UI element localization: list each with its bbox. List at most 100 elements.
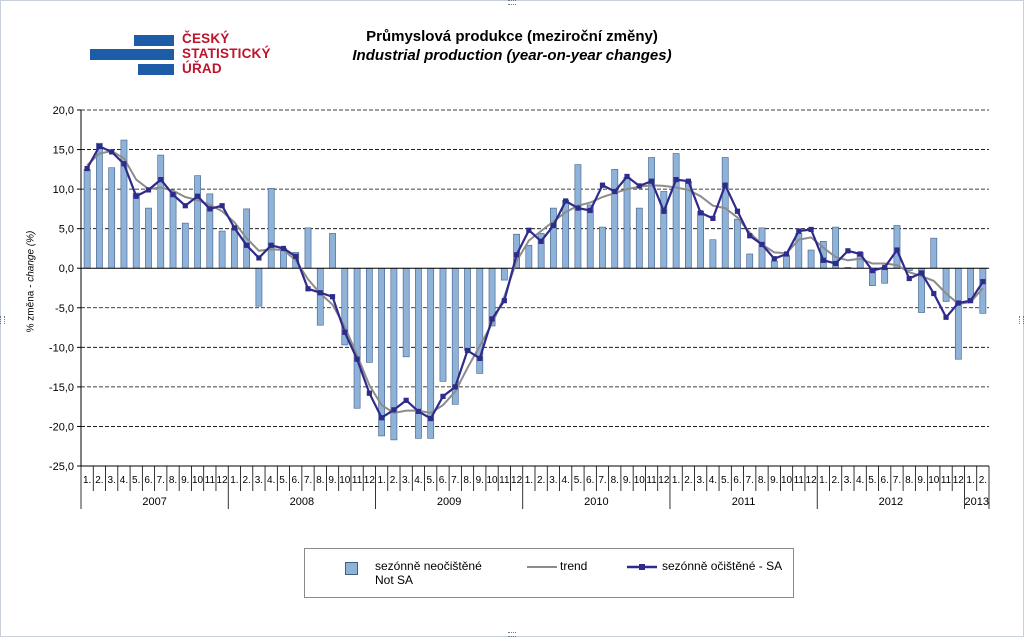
csu-logo: ČESKÝ STATISTICKÝ ÚŘAD xyxy=(90,30,280,80)
sa-point xyxy=(513,252,520,258)
month-label: 4. xyxy=(414,475,422,486)
bar xyxy=(635,207,643,269)
month-label: 5. xyxy=(574,475,582,486)
month-label: 6. xyxy=(439,475,447,486)
bar xyxy=(132,192,140,269)
month-label: 8. xyxy=(463,475,471,486)
bar xyxy=(218,230,226,269)
resize-handle-left[interactable] xyxy=(0,316,5,324)
bar xyxy=(574,164,582,269)
x-category-axis: 1. 2. 3. 4. 5. 6. 7. 8. 9. 10 11 12 1. 2. 3. 4. 5. 6. 7. 8.… xyxy=(80,465,990,509)
month-label: 11 xyxy=(646,475,657,486)
month-label: 9. xyxy=(181,475,189,486)
sa-point xyxy=(575,205,581,211)
month-label: 8. xyxy=(169,475,177,486)
month-label: 5. xyxy=(427,475,435,486)
bar xyxy=(255,267,263,307)
year-label: 2007 xyxy=(142,496,166,508)
month-label: 11 xyxy=(794,475,805,486)
sa-point xyxy=(342,329,348,335)
year-label: 2010 xyxy=(584,496,608,508)
bar xyxy=(304,227,312,269)
month-label: 2. xyxy=(831,475,839,486)
month-label: 2. xyxy=(390,475,398,486)
sa-point xyxy=(170,192,176,198)
bar xyxy=(329,233,336,269)
bar xyxy=(402,267,410,358)
month-label: 6. xyxy=(881,475,889,486)
bar xyxy=(169,191,177,269)
month-label: 4. xyxy=(267,475,275,486)
month-label: 1. xyxy=(966,475,974,486)
bar xyxy=(930,237,938,269)
month-label: 8. xyxy=(316,475,324,486)
sa-point xyxy=(268,242,274,248)
logo-bar-2 xyxy=(90,49,174,60)
month-label: 10 xyxy=(486,475,498,486)
sa-point xyxy=(440,393,446,399)
resize-handle-bottom[interactable] xyxy=(508,632,516,637)
month-label: 10 xyxy=(634,475,646,486)
bar xyxy=(267,188,275,269)
sa-point xyxy=(833,260,839,267)
sa-point xyxy=(587,207,593,214)
month-label: 9. xyxy=(328,475,336,486)
bar xyxy=(672,153,680,269)
month-label: 11 xyxy=(499,475,510,486)
sa-point xyxy=(820,257,826,263)
bar xyxy=(464,267,471,351)
sa-point xyxy=(943,314,949,320)
sa-point xyxy=(121,161,127,167)
sa-point xyxy=(231,225,237,231)
bar xyxy=(83,169,91,269)
month-label: 5. xyxy=(721,475,729,486)
y-tick-label: -15,0 xyxy=(49,382,74,394)
month-label: 2. xyxy=(537,475,545,486)
sa-point xyxy=(931,290,937,297)
bar xyxy=(181,222,189,269)
month-label: 11 xyxy=(352,475,363,486)
logo-bar-3 xyxy=(138,64,174,75)
sa-point xyxy=(464,347,471,354)
bar xyxy=(390,267,398,441)
month-label: 7. xyxy=(451,475,459,486)
month-label: 1. xyxy=(525,475,533,486)
sa-point xyxy=(845,248,851,254)
y-tick-label: 20,0 xyxy=(53,105,74,117)
logo-line-1: ČESKÝ xyxy=(182,31,230,46)
bar xyxy=(378,267,385,437)
month-label: 3. xyxy=(108,475,116,486)
month-label: 7. xyxy=(157,475,165,486)
bar xyxy=(881,267,889,284)
legend-swatch-sa xyxy=(627,564,657,570)
sa-point xyxy=(624,173,630,180)
bar xyxy=(194,175,201,269)
sa-point xyxy=(244,242,250,248)
bar xyxy=(96,142,103,269)
month-label: 8. xyxy=(758,475,766,486)
legend-swatch-trend xyxy=(527,566,557,568)
sa-point xyxy=(882,264,888,271)
bar xyxy=(721,157,729,269)
sa-point xyxy=(207,206,213,212)
y-tick-label: 0,0 xyxy=(59,263,74,275)
resize-handle-right[interactable] xyxy=(1019,316,1024,324)
sa-point xyxy=(219,203,225,209)
sa-point xyxy=(293,253,299,259)
sa-point xyxy=(894,247,900,253)
legend-label-sa: sezónně očištěné - SA xyxy=(662,559,783,573)
month-label: 12 xyxy=(217,475,229,486)
sa-point xyxy=(366,390,372,396)
month-label: 7. xyxy=(893,475,901,486)
y-axis-label-main: % změna - xyxy=(25,281,37,333)
sa-point xyxy=(452,384,458,390)
resize-handle-top[interactable] xyxy=(508,0,516,5)
bar xyxy=(611,169,619,269)
sa-point xyxy=(710,215,716,221)
y-tick-label: 15,0 xyxy=(53,145,74,157)
sa-point xyxy=(526,227,532,233)
trend-line xyxy=(86,150,984,415)
month-label: 1. xyxy=(230,475,238,486)
sa-point xyxy=(747,233,753,239)
